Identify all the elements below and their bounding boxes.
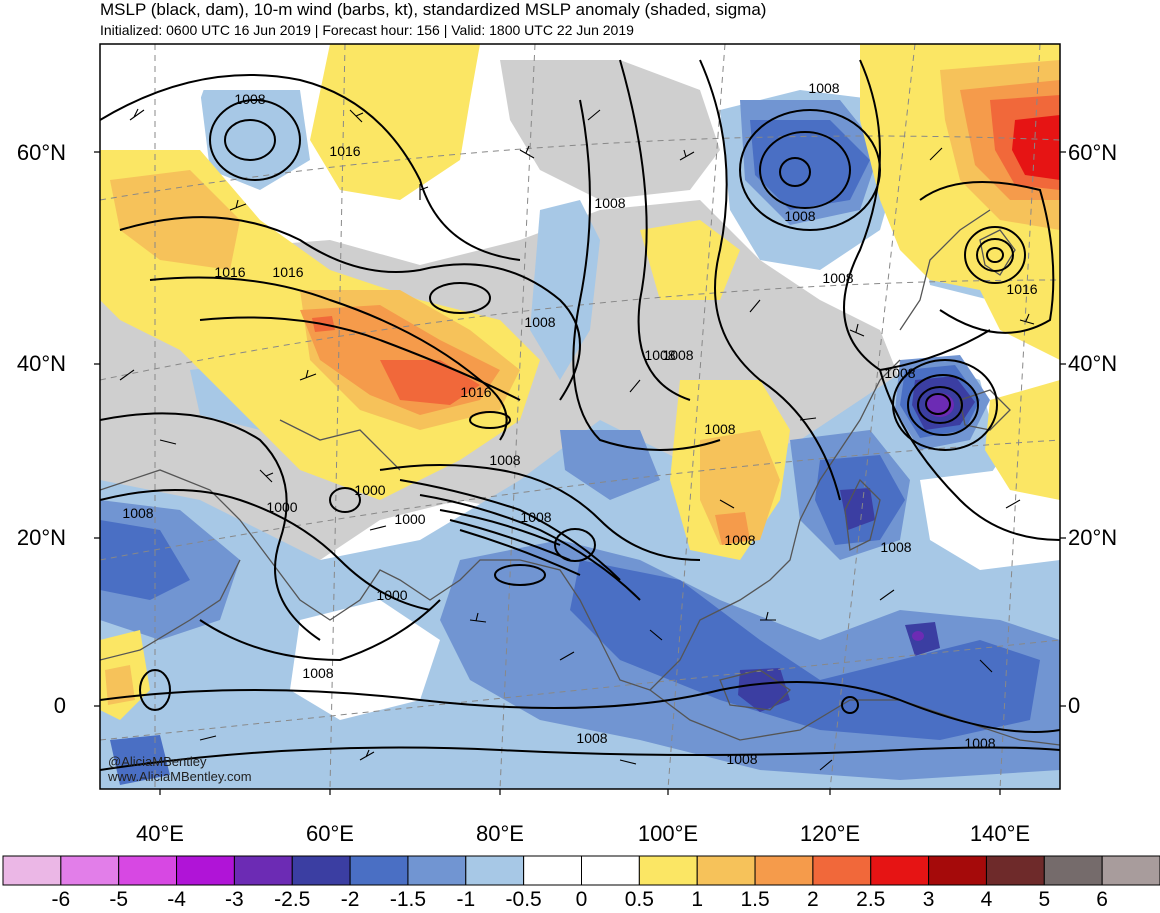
colorbar-swatch [291, 855, 351, 886]
lat-label-right-60: 60°N [1068, 140, 1118, 165]
colorbar-swatch [870, 855, 930, 886]
contour-label: 1008 [489, 452, 520, 468]
lon-label-120e: 120°E [799, 821, 861, 846]
contour-label: 1008 [302, 665, 333, 681]
contour-label: 1008 [662, 347, 693, 363]
lat-label-right-20: 20°N [1068, 525, 1118, 550]
lon-label-40e: 40°E [136, 821, 184, 846]
contour-label: 1000 [354, 482, 385, 498]
contour-label: 1008 [724, 532, 755, 548]
lon-label-140e: 140°E [969, 821, 1031, 846]
colorbar-label: -1 [456, 888, 476, 911]
colorbar [2, 855, 1160, 886]
colorbar-swatch [638, 855, 698, 886]
map-subtitle: Initialized: 0600 UTC 16 Jun 2019 | Fore… [100, 22, 634, 38]
colorbar-swatch [928, 855, 987, 886]
colorbar-swatch [118, 855, 178, 886]
contour-label: 1008 [122, 505, 153, 521]
frame-ticks [94, 151, 1066, 795]
map-frame [99, 43, 1061, 790]
lat-label-left-0: 0 [53, 693, 66, 718]
colorbar-label: -3 [225, 888, 244, 911]
map-title: MSLP (black, dam), 10-m wind (barbs, kt)… [100, 0, 767, 19]
contour-label: 1008 [784, 208, 815, 224]
colorbar-label: -0.5 [505, 888, 542, 911]
colorbar-label: 0.5 [624, 888, 654, 911]
colorbar-swatch [349, 855, 409, 886]
contour-label: 1008 [594, 195, 625, 211]
coastlines [100, 209, 1060, 746]
colorbar-swatch [407, 855, 467, 886]
colorbar-label: 1 [691, 888, 704, 911]
colorbar-swatch [176, 855, 235, 886]
contour-label: 1008 [644, 347, 675, 363]
contour-label: 1008 [520, 509, 551, 525]
colorbar-label: 4 [980, 888, 993, 911]
contour-label: 1008 [808, 80, 839, 96]
contour-label: 1008 [880, 539, 911, 555]
contour-label: 1000 [266, 499, 297, 515]
colorbar-swatch [233, 855, 293, 886]
credit-handle: @AliciaMBentley [108, 754, 207, 769]
contour-label: 1000 [376, 587, 407, 603]
colorbar-swatch [60, 855, 120, 886]
colorbar-label: -1.5 [389, 888, 427, 911]
contour-label: 1008 [524, 314, 555, 330]
lat-label-left-40: 40°N [16, 351, 66, 376]
colorbar-swatch [465, 855, 525, 886]
colorbar-label: -2 [340, 888, 360, 911]
colorbar-swatch [696, 855, 756, 886]
contour-label: 1016 [329, 143, 360, 159]
wind-barbs [119, 108, 1035, 771]
lon-label-80e: 80°E [476, 821, 524, 846]
contour-label: 1016 [1006, 281, 1037, 297]
anomaly-pos25 [1012, 115, 1060, 180]
lat-label-right-0: 0 [1068, 693, 1081, 718]
contour-label: 1016 [214, 264, 245, 280]
contour-label: 1000 [394, 511, 425, 527]
contour-label: 1016 [272, 264, 303, 280]
lat-label-left-20: 20°N [16, 525, 66, 550]
colorbar-swatch [2, 855, 62, 886]
colorbar-swatch [812, 855, 872, 886]
colorbar-swatch [523, 855, 583, 886]
colorbar-label: 2.5 [856, 888, 886, 911]
colorbar-label: -2.5 [274, 888, 311, 911]
mslp-contours [100, 59, 1060, 771]
contour-label: 1008 [234, 91, 265, 107]
colorbar-label: 5 [1038, 888, 1051, 911]
colorbar-swatch [754, 855, 814, 886]
colorbar-swatch [1101, 855, 1160, 886]
colorbar-swatch [581, 855, 640, 886]
colorbar-label: 0 [575, 888, 588, 911]
colorbar-label: -5 [109, 888, 129, 911]
lon-label-100e: 100°E [637, 821, 699, 846]
colorbar-swatch [985, 855, 1045, 886]
contour-label: 1008 [704, 421, 735, 437]
colorbar-label: -6 [51, 888, 71, 911]
credit-website: www.AliciaMBentley.com [108, 769, 252, 784]
lat-label-right-40: 40°N [1068, 351, 1118, 376]
contour-label: 1008 [726, 751, 757, 767]
colorbar-label: 1.5 [740, 888, 770, 911]
contour-label: 1008 [576, 730, 607, 746]
contour-label: 1008 [964, 735, 995, 751]
colorbar-label: -4 [167, 888, 186, 911]
colorbar-label: 6 [1096, 888, 1108, 911]
contour-label: 1008 [822, 270, 853, 286]
colorbar-label: 2 [807, 888, 819, 911]
contour-label: 1008 [884, 365, 915, 381]
lon-label-60e: 60°E [306, 821, 354, 846]
colorbar-label: 3 [922, 888, 935, 911]
colorbar-swatch [1043, 855, 1103, 886]
lat-label-left-60: 60°N [16, 140, 66, 165]
contour-label: 1016 [460, 384, 491, 400]
